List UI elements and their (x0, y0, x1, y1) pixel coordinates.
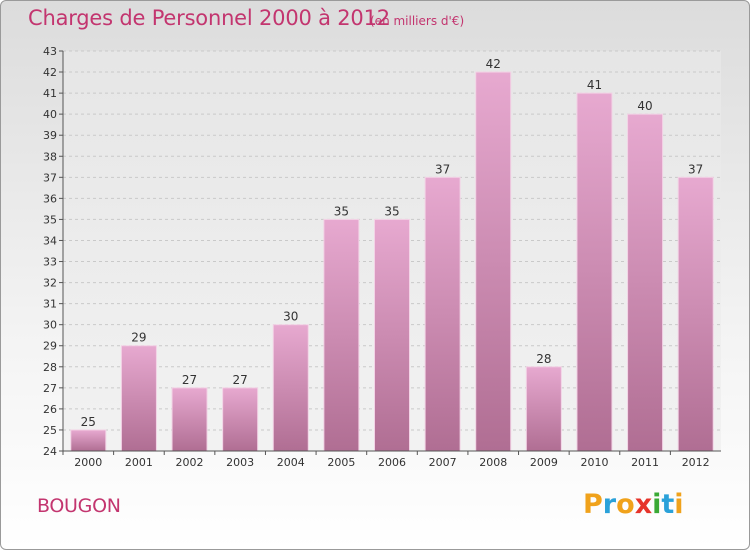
bar (120, 345, 157, 452)
bar (171, 387, 208, 452)
data-label: 29 (131, 331, 146, 345)
x-tick-label: 2009 (530, 456, 558, 469)
bar (475, 71, 512, 452)
x-tick-label: 2011 (631, 456, 659, 469)
y-tick-label: 35 (43, 213, 57, 226)
data-label: 27 (182, 373, 197, 387)
data-label: 25 (81, 415, 96, 429)
bar (424, 176, 461, 452)
proxiti-logo: Proxiti (583, 489, 684, 520)
bar (222, 387, 259, 452)
data-label: 30 (283, 310, 298, 324)
y-tick-label: 30 (43, 319, 57, 332)
x-tick-label: 2012 (682, 456, 710, 469)
y-tick-label: 26 (43, 403, 57, 416)
bar (272, 324, 309, 452)
data-label: 40 (637, 99, 652, 113)
logo-letter: o (616, 489, 635, 520)
data-label: 27 (233, 373, 248, 387)
data-label: 28 (536, 352, 551, 366)
x-tick-label: 2004 (277, 456, 305, 469)
y-tick-label: 29 (43, 340, 57, 353)
logo-letter: P (583, 489, 603, 520)
commune-name: BOUGON (37, 495, 121, 517)
x-axis: 2000 2001 2002 2003 2004 2005 2006 2007 2008 2009… (62, 450, 721, 469)
y-tick-label: 36 (43, 192, 57, 205)
y-tick-label: 37 (43, 171, 57, 184)
y-tick-label: 28 (43, 361, 57, 374)
x-tick-label: 2005 (327, 456, 355, 469)
bar (525, 366, 562, 452)
data-labels: 25 29 27 27 30 35 35 37 42 28 41 40 37 (81, 57, 704, 429)
logo-letter: x (634, 489, 653, 520)
data-label: 42 (486, 57, 501, 71)
x-tick-label: 2001 (125, 456, 153, 469)
y-tick-label: 33 (43, 256, 57, 269)
y-axis: 24 25 26 27 28 29 30 31 32 33 34 35 36 37 38 39 40 41 42 43 (43, 45, 64, 458)
y-tick-label: 34 (43, 234, 57, 247)
y-tick-label: 31 (43, 298, 57, 311)
y-tick-label: 24 (43, 445, 57, 458)
chart-subtitle: (en milliers d'€) (370, 14, 465, 28)
y-tick-label: 38 (43, 150, 57, 163)
y-tick-label: 40 (43, 108, 57, 121)
y-tick-label: 32 (43, 277, 57, 290)
y-tick-label: 41 (43, 87, 57, 100)
x-tick-label: 2000 (74, 456, 102, 469)
y-tick-label: 25 (43, 424, 57, 437)
x-tick-label: 2007 (429, 456, 457, 469)
bar (677, 176, 714, 452)
data-label: 35 (384, 204, 399, 218)
logo-letter: i (674, 489, 684, 520)
data-label: 37 (435, 162, 450, 176)
data-label: 35 (334, 204, 349, 218)
logo-letter: i (652, 489, 662, 520)
chart-title: Charges de Personnel 2000 à 2012 (28, 6, 390, 30)
data-label: 37 (688, 162, 703, 176)
bar (374, 218, 410, 452)
bar (70, 429, 107, 452)
y-tick-label: 27 (43, 382, 57, 395)
bar (627, 113, 664, 452)
data-label: 41 (587, 78, 602, 92)
y-tick-label: 43 (43, 45, 57, 58)
x-tick-label: 2008 (479, 456, 507, 469)
x-tick-label: 2002 (176, 456, 204, 469)
x-tick-label: 2003 (226, 456, 254, 469)
logo-letter: r (602, 489, 617, 520)
x-tick-label: 2010 (580, 456, 608, 469)
y-tick-label: 42 (43, 66, 57, 79)
bars (70, 71, 714, 452)
y-tick-label: 39 (43, 129, 57, 142)
bar (323, 218, 360, 452)
logo-letter: t (661, 489, 675, 520)
bar (576, 92, 613, 452)
x-tick-label: 2006 (378, 456, 406, 469)
